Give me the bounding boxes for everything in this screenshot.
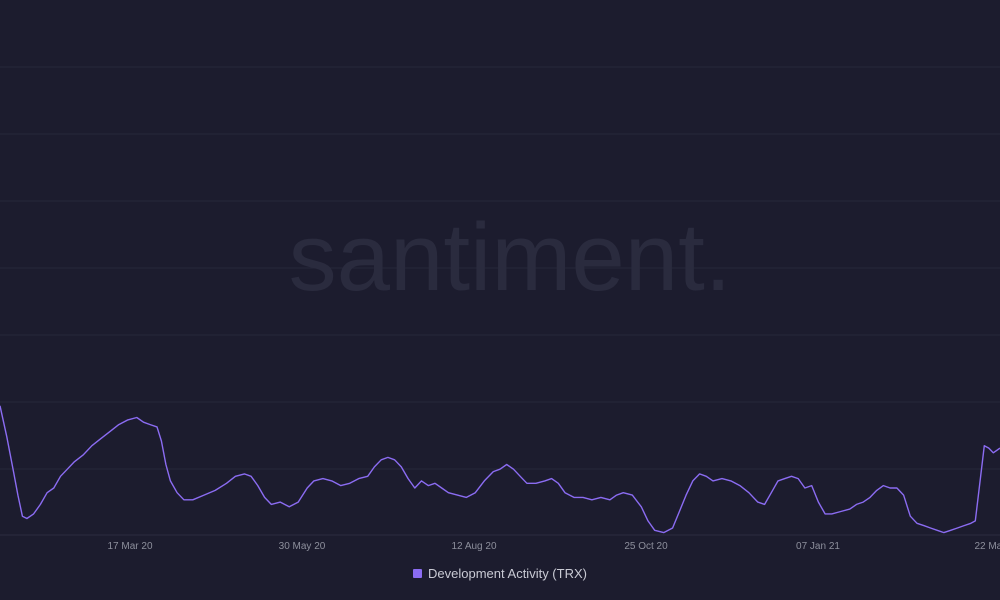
x-tick-label: 17 Mar 20 (107, 541, 152, 552)
series-line-0[interactable] (0, 405, 1000, 534)
legend-swatch (413, 569, 423, 578)
x-tick-label: 25 Oct 20 (624, 541, 668, 552)
series-layer (0, 405, 1000, 534)
x-tick-label: 07 Jan 21 (796, 541, 840, 552)
x-tick-label: 22 Mar (974, 541, 1000, 552)
legend[interactable]: Development Activity (TRX) (0, 566, 1000, 581)
line-chart: santiment. 17 Mar 20 30 May 20 12 Aug 20 25… (0, 66, 1000, 552)
legend-label: Development Activity (TRX) (428, 566, 587, 581)
x-tick-label: 30 May 20 (279, 541, 326, 552)
x-tick-label: 12 Aug 20 (451, 541, 496, 552)
santiment-watermark: santiment. (289, 204, 732, 311)
x-axis: 17 Mar 20 30 May 20 12 Aug 20 25 Oct 20 07 J… (107, 541, 1000, 552)
